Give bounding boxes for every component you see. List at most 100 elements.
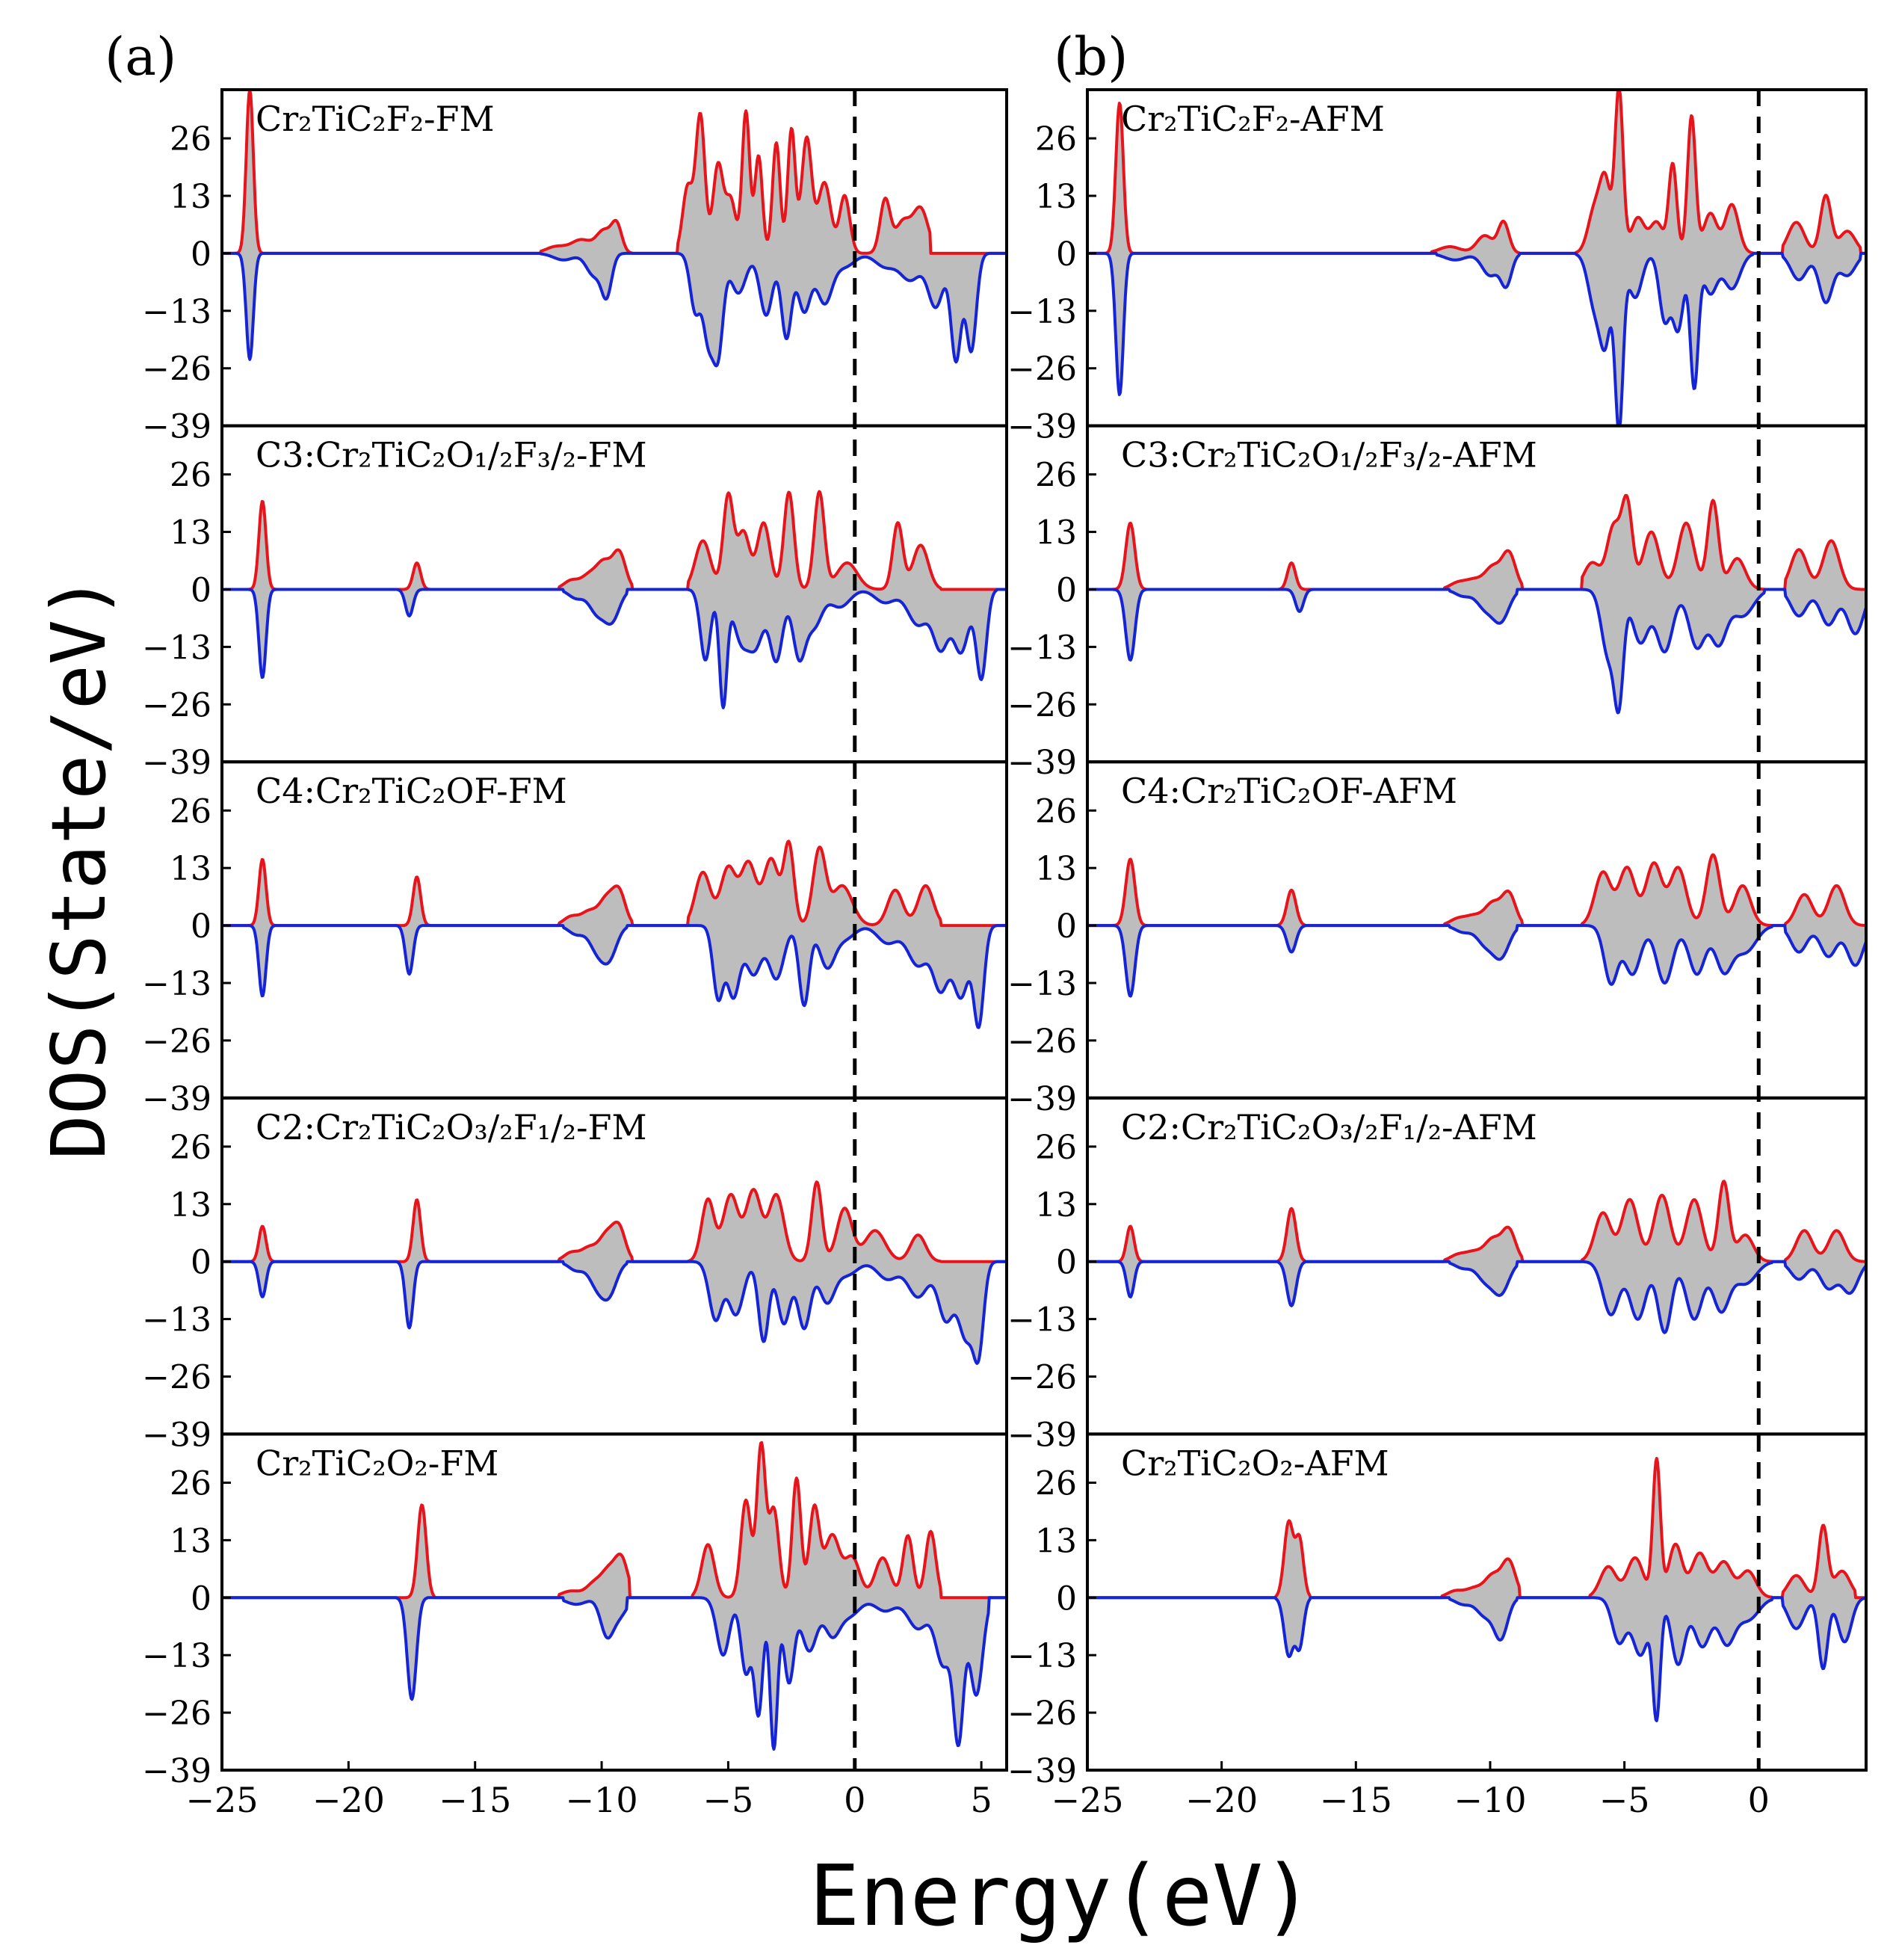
y-tick-label: −13 xyxy=(1007,293,1077,331)
subplot-title: Cr₂TiC₂F₂-FM xyxy=(256,99,495,139)
panel-label: (a) xyxy=(105,26,176,87)
y-tick-label: 26 xyxy=(1035,120,1077,158)
x-axis-label: Energy(eV) xyxy=(809,1848,1313,1945)
dos-fill-area xyxy=(1087,495,1866,713)
x-tick-label: −10 xyxy=(1454,1780,1526,1820)
y-tick-label: 13 xyxy=(1035,850,1077,888)
subplot: 26 13 0 −13 −26 −39 Cr₂TiC₂O₂-AFM −25 −20 −15 −10 −… xyxy=(1007,1432,1868,1820)
y-tick-label: −39 xyxy=(1007,408,1077,446)
y-tick-label: 13 xyxy=(170,178,211,216)
y-tick-label: 26 xyxy=(170,1464,211,1503)
y-tick-label: 0 xyxy=(1056,907,1077,946)
subplot: 26 13 0 −13 −26 −39 C3:Cr₂TiC₂O₁/₂F₃/₂-FM xyxy=(142,424,1008,782)
x-tick-label: −15 xyxy=(439,1780,511,1820)
y-tick-label: 13 xyxy=(1035,1186,1077,1224)
x-tick-label: 0 xyxy=(1748,1780,1770,1820)
y-tick-label: −39 xyxy=(142,744,211,782)
y-tick-label: 13 xyxy=(170,1522,211,1560)
y-tick-label: 0 xyxy=(1056,235,1077,274)
y-tick-label: 13 xyxy=(1035,178,1077,216)
y-tick-label: −39 xyxy=(1007,1080,1077,1118)
x-tick-label: −10 xyxy=(566,1780,638,1820)
panel-label: (b) xyxy=(1054,26,1128,87)
y-tick-label: −39 xyxy=(142,1080,211,1118)
spin-down-line xyxy=(1087,588,1868,715)
y-tick-label: 0 xyxy=(1056,1244,1077,1282)
y-tick-label: −13 xyxy=(142,1301,211,1340)
y-tick-label: 26 xyxy=(170,792,211,830)
y-tick-label: 26 xyxy=(170,120,211,158)
subplot: 26 13 0 −13 −26 −39 C4:Cr₂TiC₂OF-FM xyxy=(142,760,1008,1118)
subplot: 26 13 0 −13 −26 −39 C3:Cr₂TiC₂O₁/₂F₃/₂-AFM xyxy=(1007,424,1868,782)
x-tick-label: −5 xyxy=(1599,1780,1650,1820)
y-tick-label: −39 xyxy=(142,408,211,446)
spin-down-line xyxy=(221,1260,1007,1365)
y-tick-label: 13 xyxy=(1035,514,1077,552)
spin-down-line xyxy=(1087,1596,1867,1722)
y-tick-label: 0 xyxy=(191,1580,211,1618)
y-tick-label: 26 xyxy=(170,1129,211,1167)
dos-fill-area xyxy=(1087,1458,1866,1721)
x-tick-label: −25 xyxy=(185,1780,258,1820)
y-tick-label: −13 xyxy=(142,965,211,1003)
spin-down-line xyxy=(221,588,1007,709)
spin-down-line xyxy=(221,924,1007,1029)
y-tick-label: −13 xyxy=(142,1637,211,1675)
dos-fill-area xyxy=(222,1442,1007,1749)
x-tick-label: −25 xyxy=(1051,1780,1123,1820)
y-tick-label: −39 xyxy=(142,1752,211,1790)
y-tick-label: −26 xyxy=(1007,1358,1077,1396)
y-tick-label: 0 xyxy=(191,235,211,274)
y-tick-label: 13 xyxy=(170,850,211,888)
y-tick-label: −26 xyxy=(1007,1023,1077,1061)
y-tick-label: 13 xyxy=(170,514,211,552)
x-tick-label: −5 xyxy=(703,1780,754,1820)
y-tick-label: −26 xyxy=(1007,351,1077,389)
subplot-title: Cr₂TiC₂F₂-AFM xyxy=(1121,99,1385,139)
y-tick-label: 26 xyxy=(1035,1464,1077,1503)
y-tick-label: 13 xyxy=(170,1186,211,1224)
y-tick-label: −26 xyxy=(142,686,211,724)
spin-down-line xyxy=(1087,1260,1868,1334)
y-axis-label: DOS(State/eV) xyxy=(35,575,123,1160)
panels: (a) 26 13 0 −13 −26 −39 Cr₂TiC₂F₂-FM 26 13 0 −13 −26… xyxy=(105,26,1868,1820)
subplot: 26 13 0 −13 −26 −39 Cr₂TiC₂F₂-AFM xyxy=(1007,88,1868,446)
y-tick-label: −13 xyxy=(1007,629,1077,667)
y-tick-label: 0 xyxy=(191,571,211,609)
spin-down-line xyxy=(1087,924,1868,998)
y-tick-label: 13 xyxy=(1035,1522,1077,1560)
y-tick-label: 26 xyxy=(1035,1129,1077,1167)
panel-b: (b) 26 13 0 −13 −26 −39 Cr₂TiC₂F₂-AFM 26 13 0 −13 −2… xyxy=(1007,26,1868,1820)
y-tick-label: −26 xyxy=(142,1023,211,1061)
y-tick-label: 0 xyxy=(1056,1580,1077,1618)
spin-down-line xyxy=(1087,251,1868,428)
y-tick-label: −26 xyxy=(1007,686,1077,724)
y-tick-label: −39 xyxy=(1007,1416,1077,1454)
subplot-title: C2:Cr₂TiC₂O₃/₂F₁/₂-AFM xyxy=(1121,1107,1537,1147)
x-tick-label: 0 xyxy=(844,1780,865,1820)
subplot: 26 13 0 −13 −26 −39 Cr₂TiC₂F₂-FM xyxy=(142,88,1008,446)
subplot: 26 13 0 −13 −26 −39 C2:Cr₂TiC₂O₃/₂F₁/₂-AFM xyxy=(1007,1096,1868,1454)
subplot-title: C3:Cr₂TiC₂O₁/₂F₃/₂-FM xyxy=(256,435,647,475)
y-tick-label: −13 xyxy=(1007,965,1077,1003)
y-tick-label: −13 xyxy=(142,629,211,667)
y-tick-label: 0 xyxy=(191,907,211,946)
subplot-title: C4:Cr₂TiC₂OF-FM xyxy=(256,771,567,811)
y-tick-label: 0 xyxy=(1056,571,1077,609)
y-tick-label: −26 xyxy=(142,1358,211,1396)
subplot-title: C2:Cr₂TiC₂O₃/₂F₁/₂-FM xyxy=(256,1107,647,1147)
y-tick-label: 26 xyxy=(1035,457,1077,495)
y-tick-label: −26 xyxy=(142,351,211,389)
y-tick-label: −39 xyxy=(1007,1752,1077,1790)
subplot-title: Cr₂TiC₂O₂-AFM xyxy=(1121,1443,1389,1483)
dos-fill-area xyxy=(222,491,1007,708)
spin-down-line xyxy=(221,251,1007,368)
y-tick-label: −13 xyxy=(142,293,211,331)
subplot-title: C4:Cr₂TiC₂OF-AFM xyxy=(1121,771,1457,811)
y-tick-label: −13 xyxy=(1007,1637,1077,1675)
x-tick-label: −20 xyxy=(1185,1780,1258,1820)
subplot-title: C3:Cr₂TiC₂O₁/₂F₃/₂-AFM xyxy=(1121,435,1537,475)
subplot: 26 13 0 −13 −26 −39 Cr₂TiC₂O₂-FM −25 −20 −15 −10 −5… xyxy=(142,1432,1008,1820)
x-tick-label: 5 xyxy=(970,1780,992,1820)
